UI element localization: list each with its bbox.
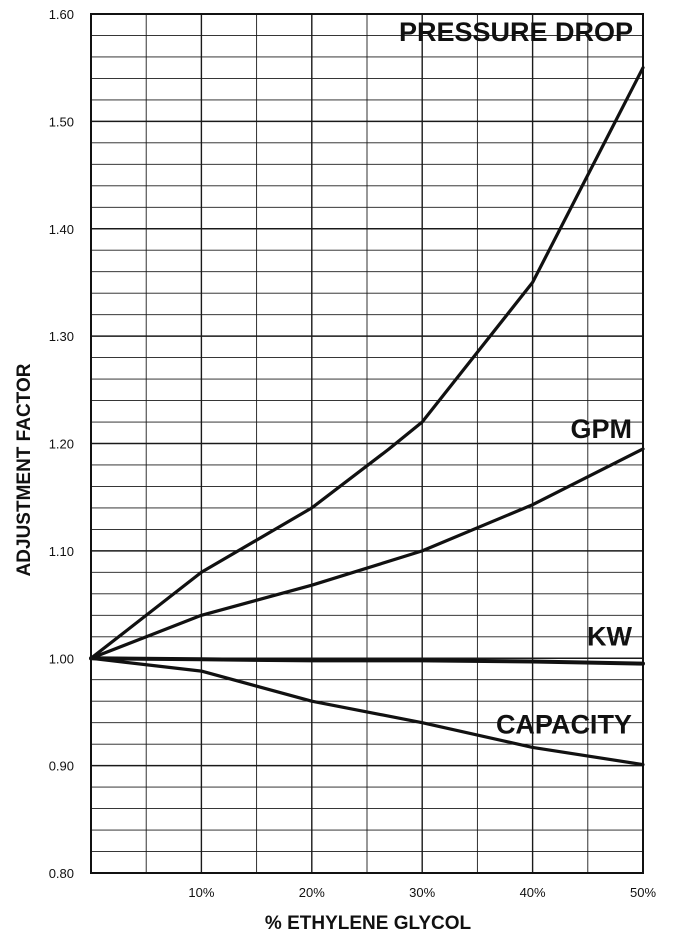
series-line-capacity [89,656,645,767]
x-tick-label: 50% [630,885,656,900]
y-tick-label: 1.40 [49,222,74,237]
y-tick-label: 0.90 [49,759,74,774]
series-label-kw: KW [587,621,632,651]
series-lines [89,66,645,767]
x-axis-ticks: 10% 20% 30% 40% 50% [188,885,656,900]
x-tick-label: 20% [299,885,325,900]
x-tick-label: 40% [520,885,546,900]
plot-frame [90,13,644,874]
y-tick-label: 0.80 [49,866,74,881]
plot-border [90,13,644,874]
x-tick-label: 10% [188,885,214,900]
y-tick-label: 1.10 [49,544,74,559]
grid [91,14,643,873]
y-tick-label: 1.20 [49,437,74,452]
x-axis-label: % ETHYLENE GLYCOL [265,913,472,934]
y-axis-label: ADJUSTMENT FACTOR [14,363,35,576]
y-tick-label: 1.30 [49,329,74,344]
y-tick-label: 1.00 [49,651,74,666]
series-line-gpm [89,447,645,660]
y-tick-label: 1.50 [49,114,74,129]
y-tick-label: 1.60 [49,7,74,22]
series-label-gpm: GPM [570,414,632,444]
x-tick-label: 30% [409,885,435,900]
series-line-kw [89,656,645,666]
series-line-pressure-drop [89,66,645,660]
series-label-capacity: CAPACITY [496,709,632,739]
series-labels: PRESSURE DROP GPM KW CAPACITY [399,17,633,740]
series-label-pressure-drop: PRESSURE DROP [399,17,633,47]
y-axis-ticks: 0.80 0.90 1.00 1.10 1.20 1.30 1.40 1.50 1.60 [49,7,74,881]
